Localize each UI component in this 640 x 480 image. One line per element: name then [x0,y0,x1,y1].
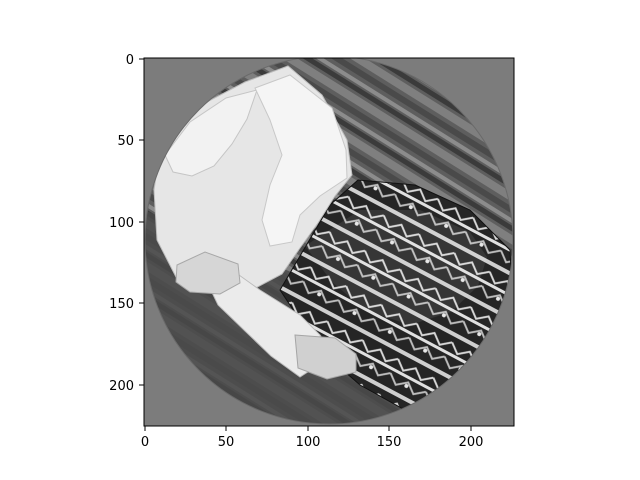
photo-circle-outline [144,58,514,425]
y-tick-label-0: 0 [126,53,134,68]
plot-area [144,58,514,426]
skirt-highlight [305,210,487,325]
x-axis: 0 50 100 150 200 [141,426,484,450]
x-tick-label-0: 0 [141,435,149,450]
x-tick-label-50: 50 [218,435,235,450]
hand-right [294,334,357,380]
x-tick-label-150: 150 [377,435,402,450]
y-tick-label-150: 150 [109,297,134,312]
y-tick-label-200: 200 [109,379,134,394]
plot-frame [143,57,515,427]
x-tick-label-100: 100 [296,435,321,450]
hand-left [175,251,241,295]
x-tick-label-200: 200 [459,435,484,450]
sweater-sleeve [254,74,348,247]
y-tick-label-50: 50 [117,134,134,149]
y-tick-label-100: 100 [109,216,134,231]
hair [164,89,258,177]
photo-circle [145,58,513,424]
y-axis: 0 50 100 150 200 [109,53,144,394]
